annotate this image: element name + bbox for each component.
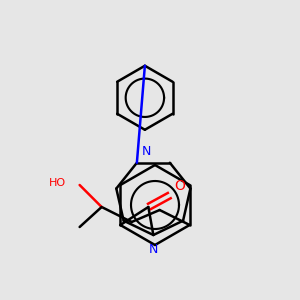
Text: N: N (142, 145, 151, 158)
Text: O: O (174, 179, 185, 193)
Text: N: N (149, 243, 158, 256)
Text: HO: HO (49, 178, 66, 188)
